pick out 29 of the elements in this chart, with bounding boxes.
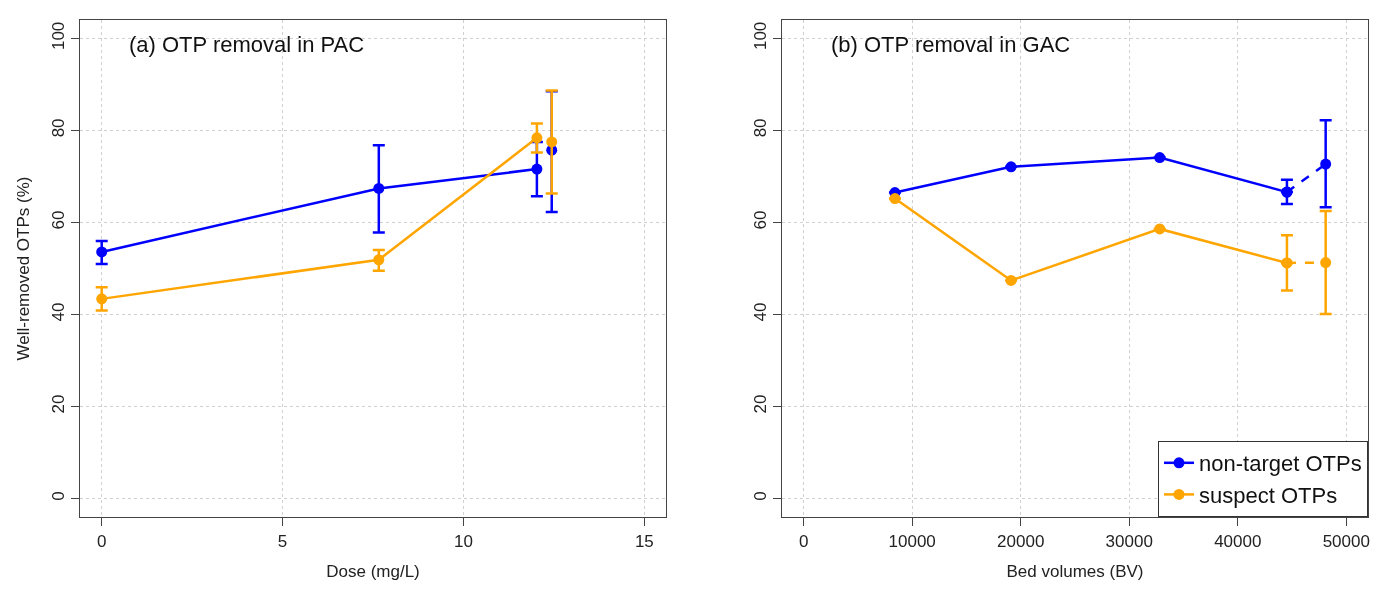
x-tick-label: 5 xyxy=(277,531,288,551)
x-tick-label: 20000 xyxy=(997,531,1045,551)
y-tick-label: 20 xyxy=(751,394,771,414)
y-tick-label: 0 xyxy=(49,491,69,501)
y-tick-label: 0 xyxy=(751,491,771,501)
text: (a) OTP removal in PAC xyxy=(129,32,365,57)
x-tick-label: 10 xyxy=(454,531,473,551)
y-tick-label: 60 xyxy=(751,210,771,230)
y-tick-label: 40 xyxy=(751,302,771,322)
y-tick-label: 100 xyxy=(751,21,771,51)
x-tick-label: 15 xyxy=(634,531,654,551)
y-axis-title: Well-removed OTPs (%) xyxy=(13,176,33,361)
x-axis-title: Bed volumes (BV) xyxy=(1006,561,1144,581)
y-tick-label: 40 xyxy=(49,302,69,322)
text: (b) OTP removal in GAC xyxy=(831,32,1071,57)
legend-label: non-target OTPs xyxy=(1199,451,1362,477)
x-tick-label: 0 xyxy=(96,531,107,551)
legend-label: suspect OTPs xyxy=(1199,482,1338,508)
y-tick-label: 80 xyxy=(751,118,771,138)
x-tick-label: 10000 xyxy=(888,531,936,551)
y-tick-label: 20 xyxy=(49,394,69,414)
x-tick-label: 50000 xyxy=(1322,531,1370,551)
y-tick-label: 80 xyxy=(49,118,69,138)
y-tick-label: 100 xyxy=(49,21,69,51)
x-tick-label: 0 xyxy=(798,531,809,551)
x-tick-label: 30000 xyxy=(1105,531,1153,551)
y-tick-label: 60 xyxy=(49,210,69,230)
x-tick-label: 40000 xyxy=(1214,531,1262,551)
x-axis-title: Dose (mg/L) xyxy=(326,561,420,581)
